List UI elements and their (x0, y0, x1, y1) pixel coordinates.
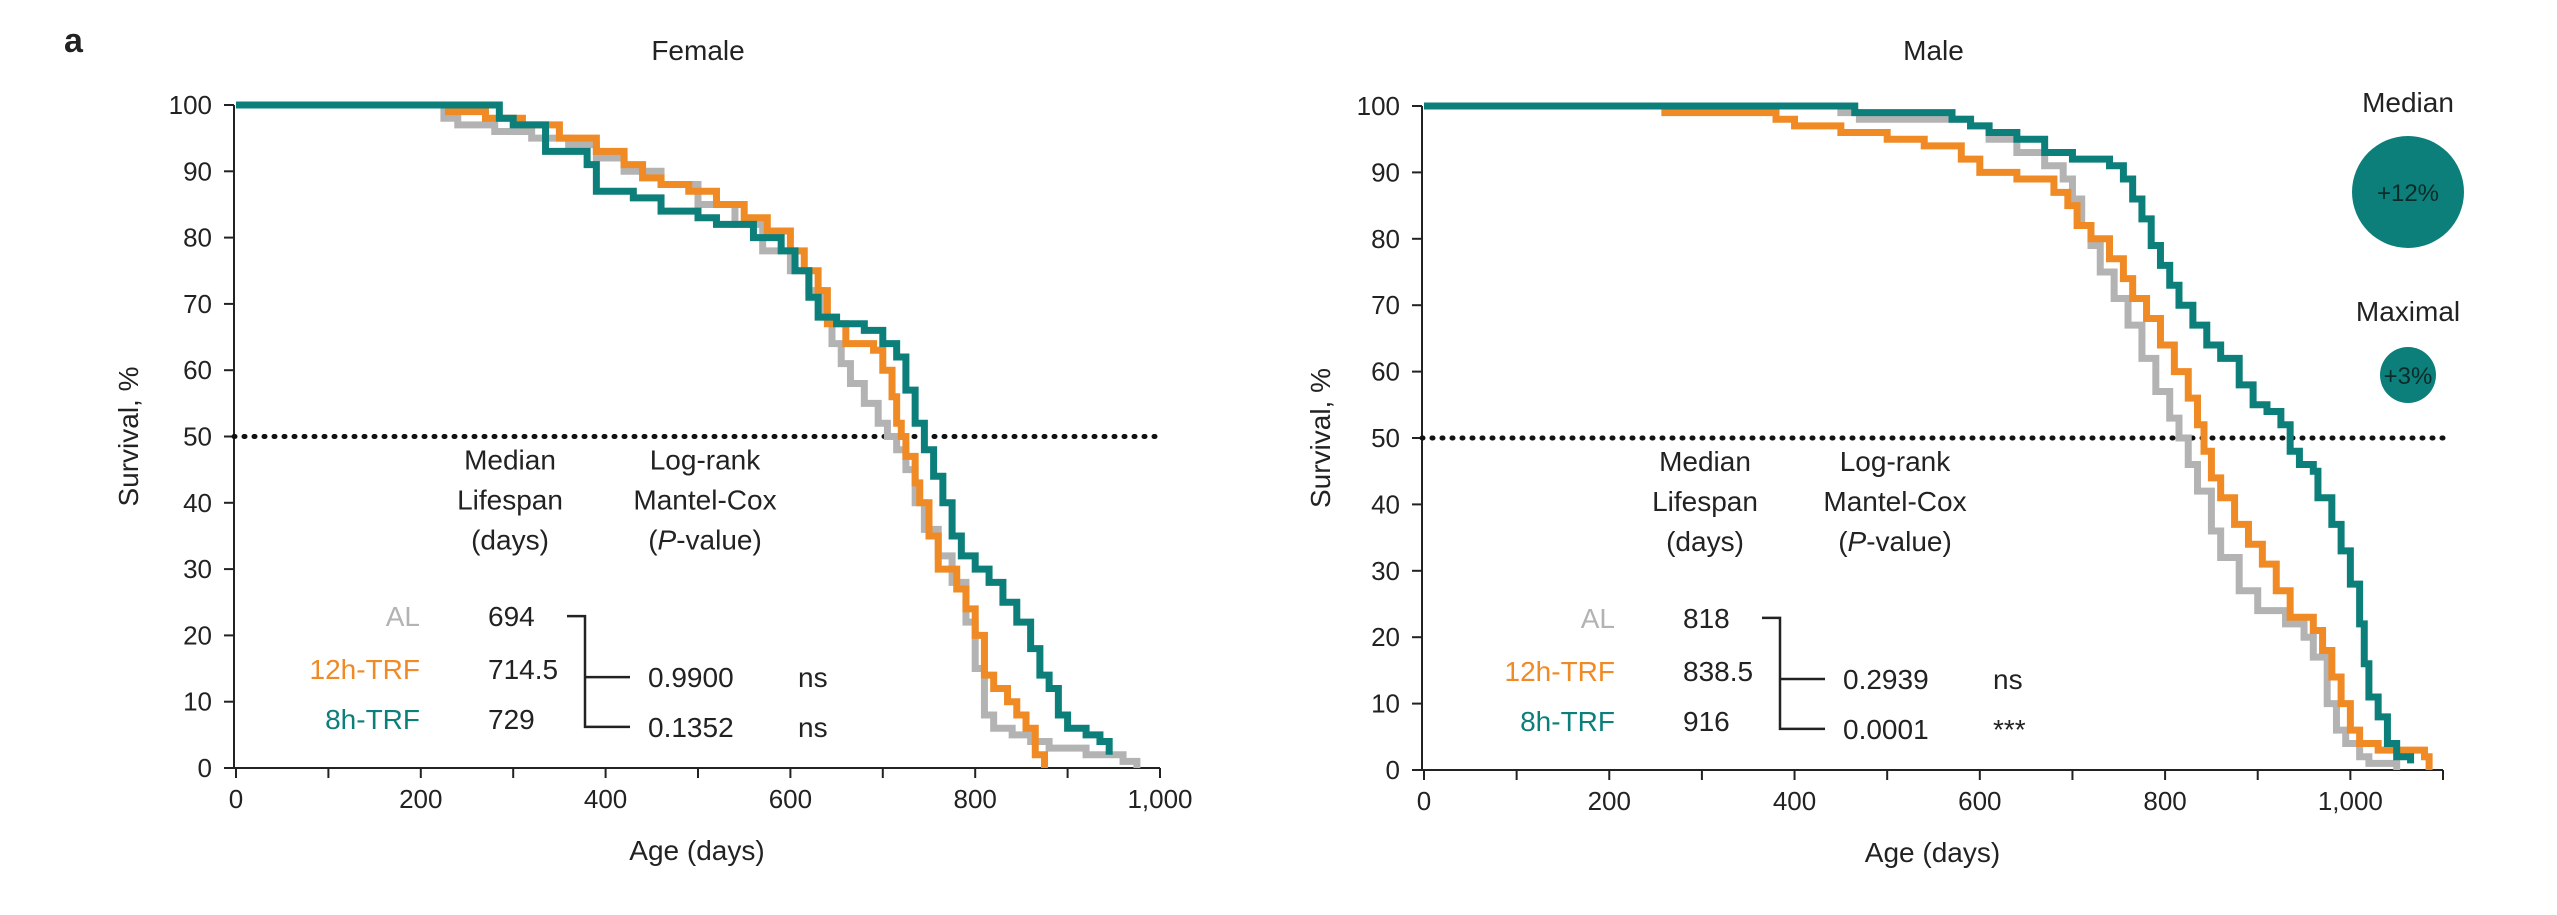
chart0-ytick-label-60: 60 (183, 355, 212, 385)
chart1-xtick-label-200: 200 (1588, 786, 1631, 816)
chart1-xtick-label-600: 600 (1958, 786, 2001, 816)
chart1-series-al (1424, 102, 2401, 770)
chart0-xtick-label-200: 200 (399, 784, 442, 814)
chart0-series-12h-trf (236, 101, 1048, 768)
chart0-ytick-label-10: 10 (183, 687, 212, 717)
chart1-comparison-bracket (1762, 616, 1825, 731)
chart0-table-header-median-line-2: (days) (471, 525, 549, 556)
chart0-row-significance-8h-trf: ns (798, 712, 828, 743)
chart1-ytick-label-0: 0 (1386, 755, 1400, 785)
chart1-series-8h-trf (1424, 102, 2415, 764)
chart1-table-header-logrank-line-1: Mantel-Cox (1823, 486, 1966, 517)
chart1-row-group-12h-trf: 12h-TRF (1505, 656, 1615, 687)
chart0-row-pvalue-12h-trf: 0.9900 (648, 662, 734, 693)
chart1-bubble-value-median: +12% (2377, 180, 2439, 207)
chart1-row-pvalue-12h-trf: 0.2939 (1843, 664, 1929, 695)
chart1-ytick-label-60: 60 (1371, 357, 1400, 387)
chart0-series-8h-trf (236, 101, 1113, 755)
chart0-row-median-12h-trf: 714.5 (488, 654, 558, 685)
chart0-xtick-label-0: 0 (229, 784, 243, 814)
chart1-xtick-label-0: 0 (1417, 786, 1431, 816)
chart0-x-axis-label: Age (days) (629, 835, 764, 866)
chart1-row-median-12h-trf: 838.5 (1683, 656, 1753, 687)
chart0-row-median-al: 694 (488, 601, 535, 632)
chart0-ytick-label-30: 30 (183, 554, 212, 584)
chart0-table-header-median-line-1: Lifespan (457, 485, 563, 516)
chart1-ytick-label-20: 20 (1371, 622, 1400, 652)
chart0-table-header-logrank-line-2: (P-value) (648, 525, 762, 556)
chart1-bubble-label-maximal: Maximal (2356, 296, 2460, 327)
chart0-ytick-label-40: 40 (183, 488, 212, 518)
chart1-xtick-label-800: 800 (2143, 786, 2186, 816)
chart0-row-group-al: AL (386, 601, 420, 632)
chart0-xtick-label-400: 400 (584, 784, 627, 814)
chart1-ytick-label-70: 70 (1371, 290, 1400, 320)
chart0-xtick-label-600: 600 (769, 784, 812, 814)
chart0-title: Female (651, 35, 744, 66)
female-survival-chart: Female 0 10 20 30 40 50 60 70 80 90 100 0 200 400 600 80… (113, 35, 1193, 866)
chart1-series-12h-trf (1424, 102, 2433, 770)
chart0-xtick-label-800: 800 (954, 784, 997, 814)
chart0-table-header-median-line-0: Median (464, 445, 556, 476)
chart1-ytick-label-50: 50 (1371, 423, 1400, 453)
chart0-row-group-8h-trf: 8h-TRF (325, 704, 420, 735)
chart1-row-significance-8h-trf: *** (1993, 714, 2026, 745)
chart1-x-axis-label: Age (days) (1865, 837, 2000, 868)
chart0-ytick-label-80: 80 (183, 223, 212, 253)
chart0-ytick-label-0: 0 (198, 753, 212, 783)
chart0-row-group-12h-trf: 12h-TRF (310, 654, 420, 685)
chart1-bubble-value-maximal: +3% (2384, 363, 2433, 390)
chart1-table-header-median-line-2: (days) (1666, 526, 1744, 557)
chart1-row-group-al: AL (1581, 603, 1615, 634)
chart1-ytick-label-100: 100 (1357, 91, 1400, 121)
chart1-row-pvalue-8h-trf: 0.0001 (1843, 714, 1929, 745)
chart0-ytick-label-90: 90 (183, 156, 212, 186)
chart1-ytick-label-80: 80 (1371, 224, 1400, 254)
chart1-xtick-label-400: 400 (1773, 786, 1816, 816)
chart1-bubble-median (2352, 136, 2464, 248)
chart0-row-median-8h-trf: 729 (488, 704, 535, 735)
chart0-table-header-logrank-line-1: Mantel-Cox (633, 485, 776, 516)
chart1-row-median-8h-trf: 916 (1683, 706, 1730, 737)
male-survival-chart: Male 0 10 20 30 40 50 60 70 80 90 100 0 200 400 600 800 1… (1305, 35, 2464, 868)
chart1-table-header-logrank-line-0: Log-rank (1840, 446, 1952, 477)
panel-label: a (64, 22, 84, 60)
chart0-comparison-bracket (567, 614, 630, 729)
chart1-row-significance-12h-trf: ns (1993, 664, 2023, 695)
chart1-table-header-median-line-1: Lifespan (1652, 486, 1758, 517)
chart1-row-median-al: 818 (1683, 603, 1730, 634)
chart1-xtick-label-1000: 1,000 (2318, 786, 2383, 816)
chart0-ytick-label-100: 100 (169, 90, 212, 120)
chart0-table-header-logrank-line-0: Log-rank (650, 445, 762, 476)
chart0-xtick-label-1000: 1,000 (1127, 784, 1192, 814)
chart0-ytick-label-50: 50 (183, 422, 212, 452)
chart1-table-header-logrank-line-2: (P-value) (1838, 526, 1952, 557)
chart1-row-group-8h-trf: 8h-TRF (1520, 706, 1615, 737)
chart1-ytick-label-10: 10 (1371, 689, 1400, 719)
chart1-ytick-label-40: 40 (1371, 489, 1400, 519)
chart1-ytick-label-30: 30 (1371, 556, 1400, 586)
chart1-bubble-maximal (2380, 347, 2436, 403)
chart0-row-significance-12h-trf: ns (798, 662, 828, 693)
chart0-ytick-label-70: 70 (183, 289, 212, 319)
chart1-y-axis-label: Survival, % (1305, 368, 1336, 508)
chart1-title: Male (1903, 35, 1964, 66)
chart1-ytick-label-90: 90 (1371, 157, 1400, 187)
chart0-ytick-label-20: 20 (183, 620, 212, 650)
chart1-table-header-median-line-0: Median (1659, 446, 1751, 477)
chart1-bubble-label-median: Median (2362, 87, 2454, 118)
chart0-row-pvalue-8h-trf: 0.1352 (648, 712, 734, 743)
chart0-y-axis-label: Survival, % (113, 366, 144, 506)
